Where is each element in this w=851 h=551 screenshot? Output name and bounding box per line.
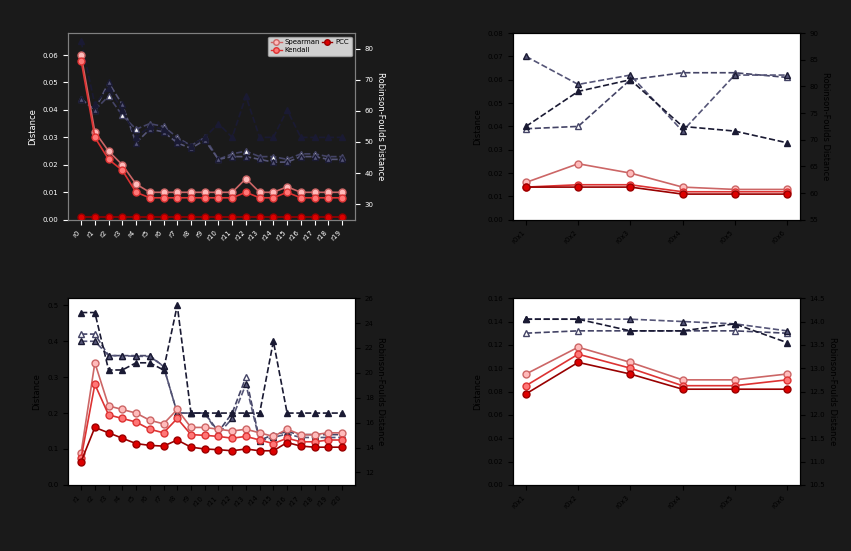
Y-axis label: Distance: Distance bbox=[473, 373, 482, 410]
Y-axis label: Robinson-Foulds Distance: Robinson-Foulds Distance bbox=[376, 72, 385, 181]
Y-axis label: Robinson-Foulds Distance: Robinson-Foulds Distance bbox=[376, 337, 385, 446]
Y-axis label: Distance: Distance bbox=[28, 108, 37, 145]
Y-axis label: Distance: Distance bbox=[32, 373, 42, 410]
Legend: Spearman, Kendall, PCC: Spearman, Kendall, PCC bbox=[268, 36, 351, 56]
Y-axis label: Robinson-Foulds Distance: Robinson-Foulds Distance bbox=[827, 337, 837, 446]
Y-axis label: Robinson-Foulds Distance: Robinson-Foulds Distance bbox=[820, 72, 830, 181]
Y-axis label: Distance: Distance bbox=[473, 108, 482, 145]
